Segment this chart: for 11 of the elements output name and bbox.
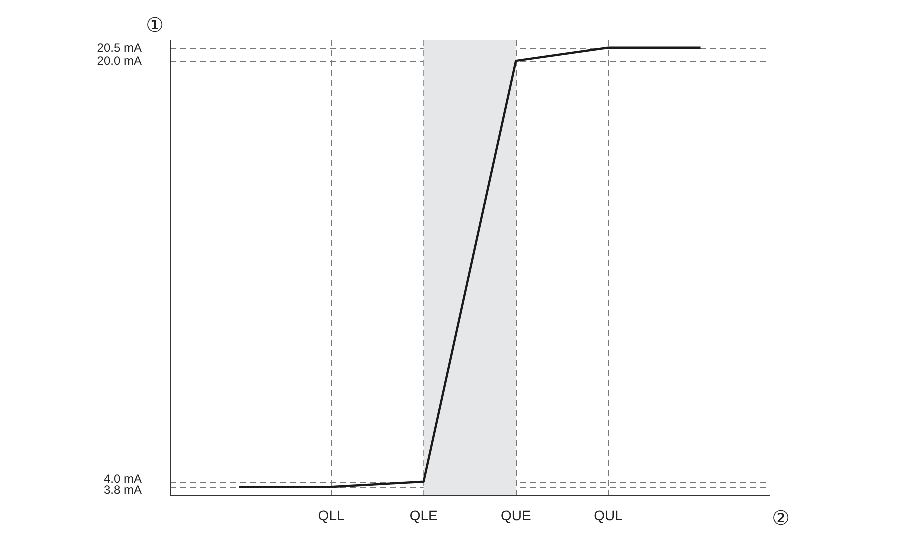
x-axis-title: ② [772, 506, 790, 530]
x-tick-label: QUE [500, 508, 532, 524]
x-tick-label: QUL [594, 508, 624, 524]
y-axis-title: ① [146, 13, 164, 37]
y-tick-label: 20.0 mA [97, 54, 142, 68]
y-tick-label: 20.5 mA [97, 40, 142, 55]
y-tick-label: 4.0 mA [104, 472, 142, 486]
x-tick-label: QLE [410, 508, 438, 524]
x-tick-label: QLL [318, 508, 345, 524]
y-tick-label: 3.8 mA [104, 483, 142, 498]
line-series [238, 46, 702, 488]
